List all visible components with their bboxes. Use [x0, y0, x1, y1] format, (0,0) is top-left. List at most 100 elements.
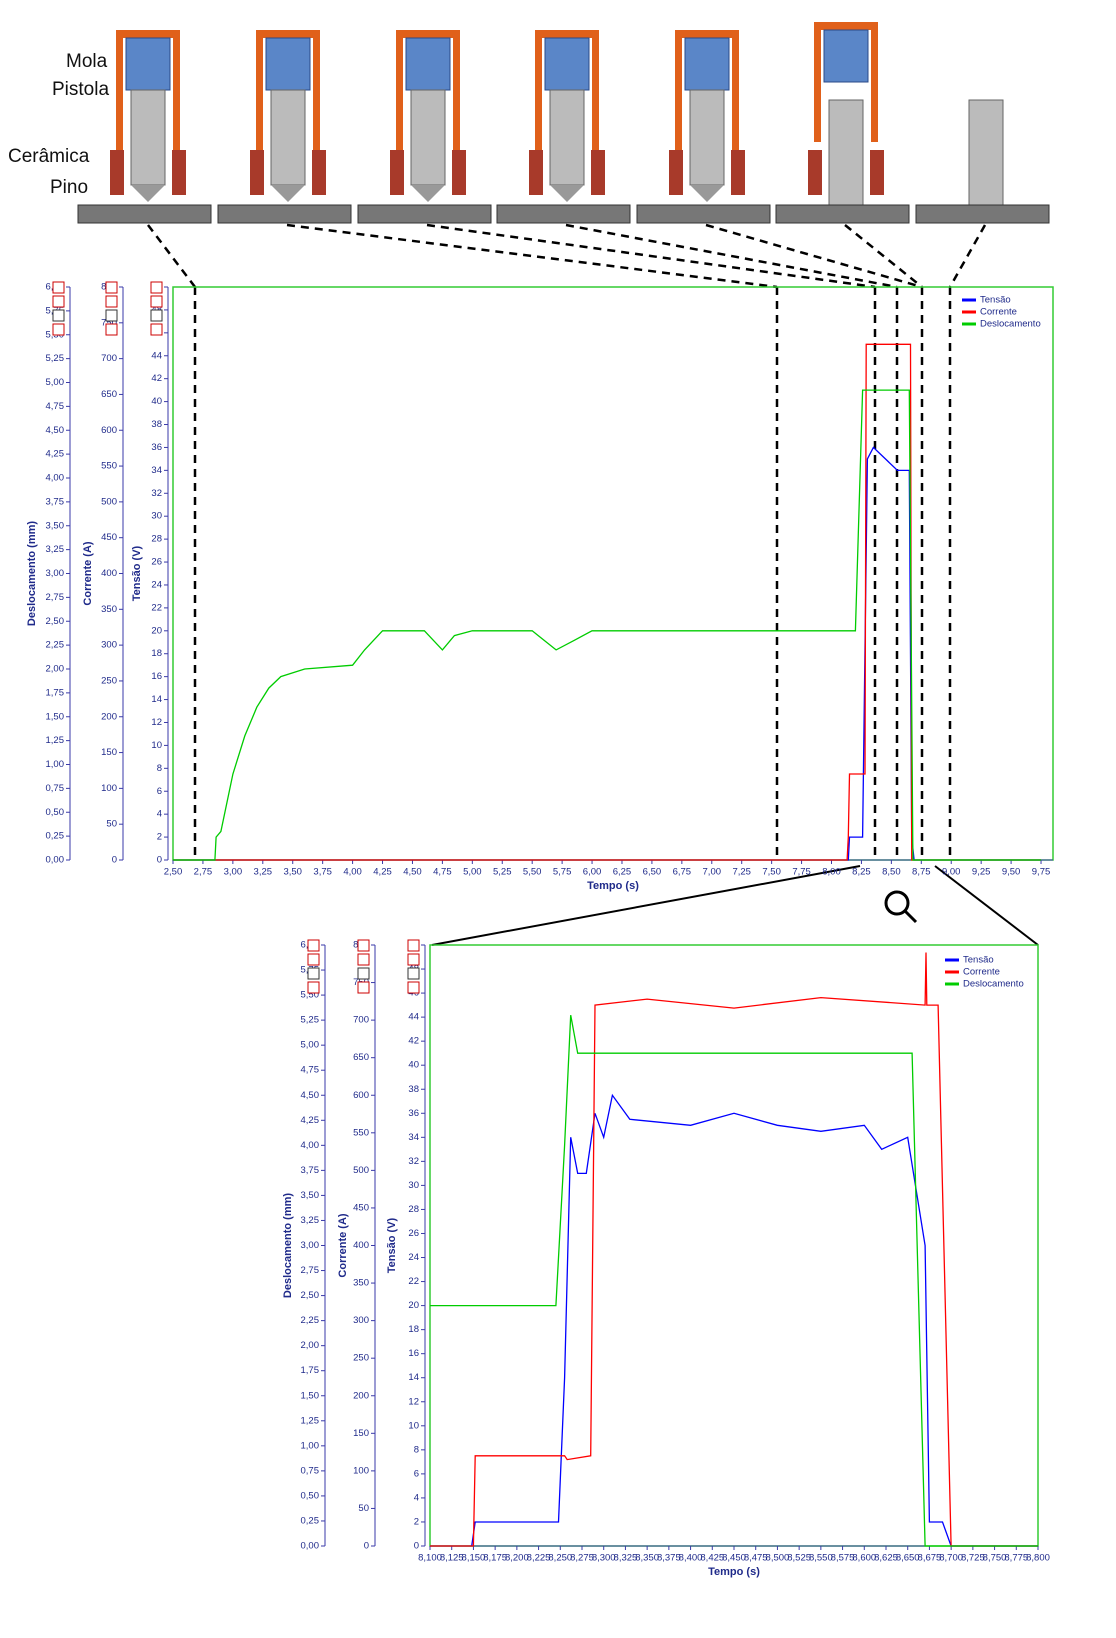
x-tick-label: 8,675	[918, 1553, 942, 1564]
y-tick-label: 2,00	[301, 1340, 320, 1351]
ceramic	[312, 150, 326, 195]
zoom-button[interactable]	[106, 282, 117, 293]
diagram-label: Pino	[50, 177, 88, 198]
y-tick-label: 44	[151, 350, 162, 361]
y-tick-label: 4,50	[301, 1090, 320, 1101]
y-tick-label: 2	[157, 832, 162, 843]
magnifier-icon	[886, 892, 916, 922]
y-tick-label: 4,50	[46, 425, 65, 436]
zoom-button[interactable]	[408, 954, 419, 965]
y-tick-label: 550	[353, 1127, 369, 1138]
y-tick-label: 4,75	[301, 1065, 320, 1076]
zoom-button[interactable]	[358, 940, 369, 951]
zoom-button[interactable]	[53, 296, 64, 307]
zoom-button[interactable]	[151, 282, 162, 293]
x-tick-label: 6,00	[583, 867, 602, 878]
y-tick-label: 300	[101, 640, 117, 651]
y-tick-label: 450	[101, 532, 117, 543]
zoom-button[interactable]	[408, 968, 419, 979]
y-tick-label: 0	[112, 855, 117, 866]
y-tick-label: 1,25	[301, 1415, 320, 1426]
zoom-button[interactable]	[408, 982, 419, 993]
y-tick-label: 250	[353, 1353, 369, 1364]
zoom-button[interactable]	[308, 940, 319, 951]
zoom-button[interactable]	[308, 968, 319, 979]
y-tick-label: 400	[353, 1240, 369, 1251]
y-tick-label: 20	[151, 625, 162, 636]
y-tick-label: 12	[151, 717, 162, 728]
zoom-button[interactable]	[308, 954, 319, 965]
x-tick-label: 8,350	[635, 1553, 659, 1564]
y-tick-label: 26	[151, 557, 162, 568]
y-tick-label: 28	[151, 534, 162, 545]
y-tick-label: 0,00	[46, 855, 65, 866]
y-tick-label: 4	[414, 1492, 419, 1503]
y-tick-label: 3,75	[46, 496, 65, 507]
x-tick-label: 8,325	[614, 1553, 638, 1564]
stud	[271, 90, 305, 185]
y-tick-label: 10	[408, 1420, 419, 1431]
stud-tip	[131, 185, 165, 202]
ceramic	[591, 150, 605, 195]
zoom-button[interactable]	[106, 324, 117, 335]
x-tick-label: 8,100	[418, 1553, 442, 1564]
x-tick-label: 8,775	[1004, 1553, 1028, 1564]
zoom-button[interactable]	[151, 296, 162, 307]
x-tick-label: 8,800	[1026, 1553, 1050, 1564]
zoom-button[interactable]	[53, 310, 64, 321]
y-tick-label: 1,00	[301, 1440, 320, 1451]
x-tick-label: 8,700	[939, 1553, 963, 1564]
x-axis-title: Tempo (s)	[708, 1566, 760, 1578]
zoom-button[interactable]	[53, 324, 64, 335]
zoom-button[interactable]	[106, 296, 117, 307]
x-axis-title: Tempo (s)	[587, 880, 639, 892]
y-axis-title: Corrente (A)	[337, 1213, 349, 1278]
y-tick-label: 600	[353, 1090, 369, 1101]
zoom-button[interactable]	[308, 982, 319, 993]
y-tick-label: 3,75	[301, 1165, 320, 1176]
y-axis-title: Deslocamento (mm)	[26, 521, 38, 626]
y-tick-label: 30	[408, 1180, 419, 1191]
x-tick-label: 8,425	[700, 1553, 724, 1564]
y-tick-label: 4,25	[301, 1115, 320, 1126]
y-tick-label: 2,50	[46, 616, 65, 627]
y-axis-title: Corrente (A)	[82, 541, 94, 606]
x-tick-label: 8,750	[983, 1553, 1007, 1564]
y-tick-label: 16	[151, 671, 162, 682]
y-tick-label: 1,50	[301, 1390, 320, 1401]
zoom-button[interactable]	[358, 982, 369, 993]
y-tick-label: 2,75	[46, 592, 65, 603]
x-tick-label: 5,00	[463, 867, 482, 878]
y-tick-label: 20	[408, 1300, 419, 1311]
stud-tip	[690, 185, 724, 202]
figure: Mola Pistola Cerâmica Pino 0,000,250,500…	[0, 0, 1116, 1638]
y-tick-label: 2	[414, 1516, 419, 1527]
x-tick-label: 8,600	[852, 1553, 876, 1564]
y-tick-label: 500	[101, 496, 117, 507]
y-tick-label: 450	[353, 1202, 369, 1213]
gun-housing	[396, 30, 460, 38]
zoom-button[interactable]	[408, 940, 419, 951]
zoom-button[interactable]	[53, 282, 64, 293]
y-tick-label: 5,00	[46, 377, 65, 388]
workpiece	[218, 205, 351, 223]
y-tick-label: 30	[151, 511, 162, 522]
zoom-button[interactable]	[106, 310, 117, 321]
x-tick-label: 8,625	[874, 1553, 898, 1564]
x-tick-label: 8,275	[570, 1553, 594, 1564]
zoom-button[interactable]	[151, 310, 162, 321]
ceramic	[250, 150, 264, 195]
x-tick-label: 8,00	[822, 867, 841, 878]
workpiece	[776, 205, 909, 223]
zoom-button[interactable]	[358, 954, 369, 965]
zoom-button[interactable]	[151, 324, 162, 335]
x-tick-label: 2,75	[194, 867, 213, 878]
x-tick-label: 6,50	[643, 867, 662, 878]
series-line	[430, 953, 1038, 1547]
y-tick-label: 40	[151, 396, 162, 407]
gun-housing	[871, 22, 878, 142]
gun-housing	[732, 30, 739, 150]
zoom-button[interactable]	[358, 968, 369, 979]
y-tick-label: 3,25	[46, 544, 65, 555]
y-tick-label: 3,50	[301, 1190, 320, 1201]
